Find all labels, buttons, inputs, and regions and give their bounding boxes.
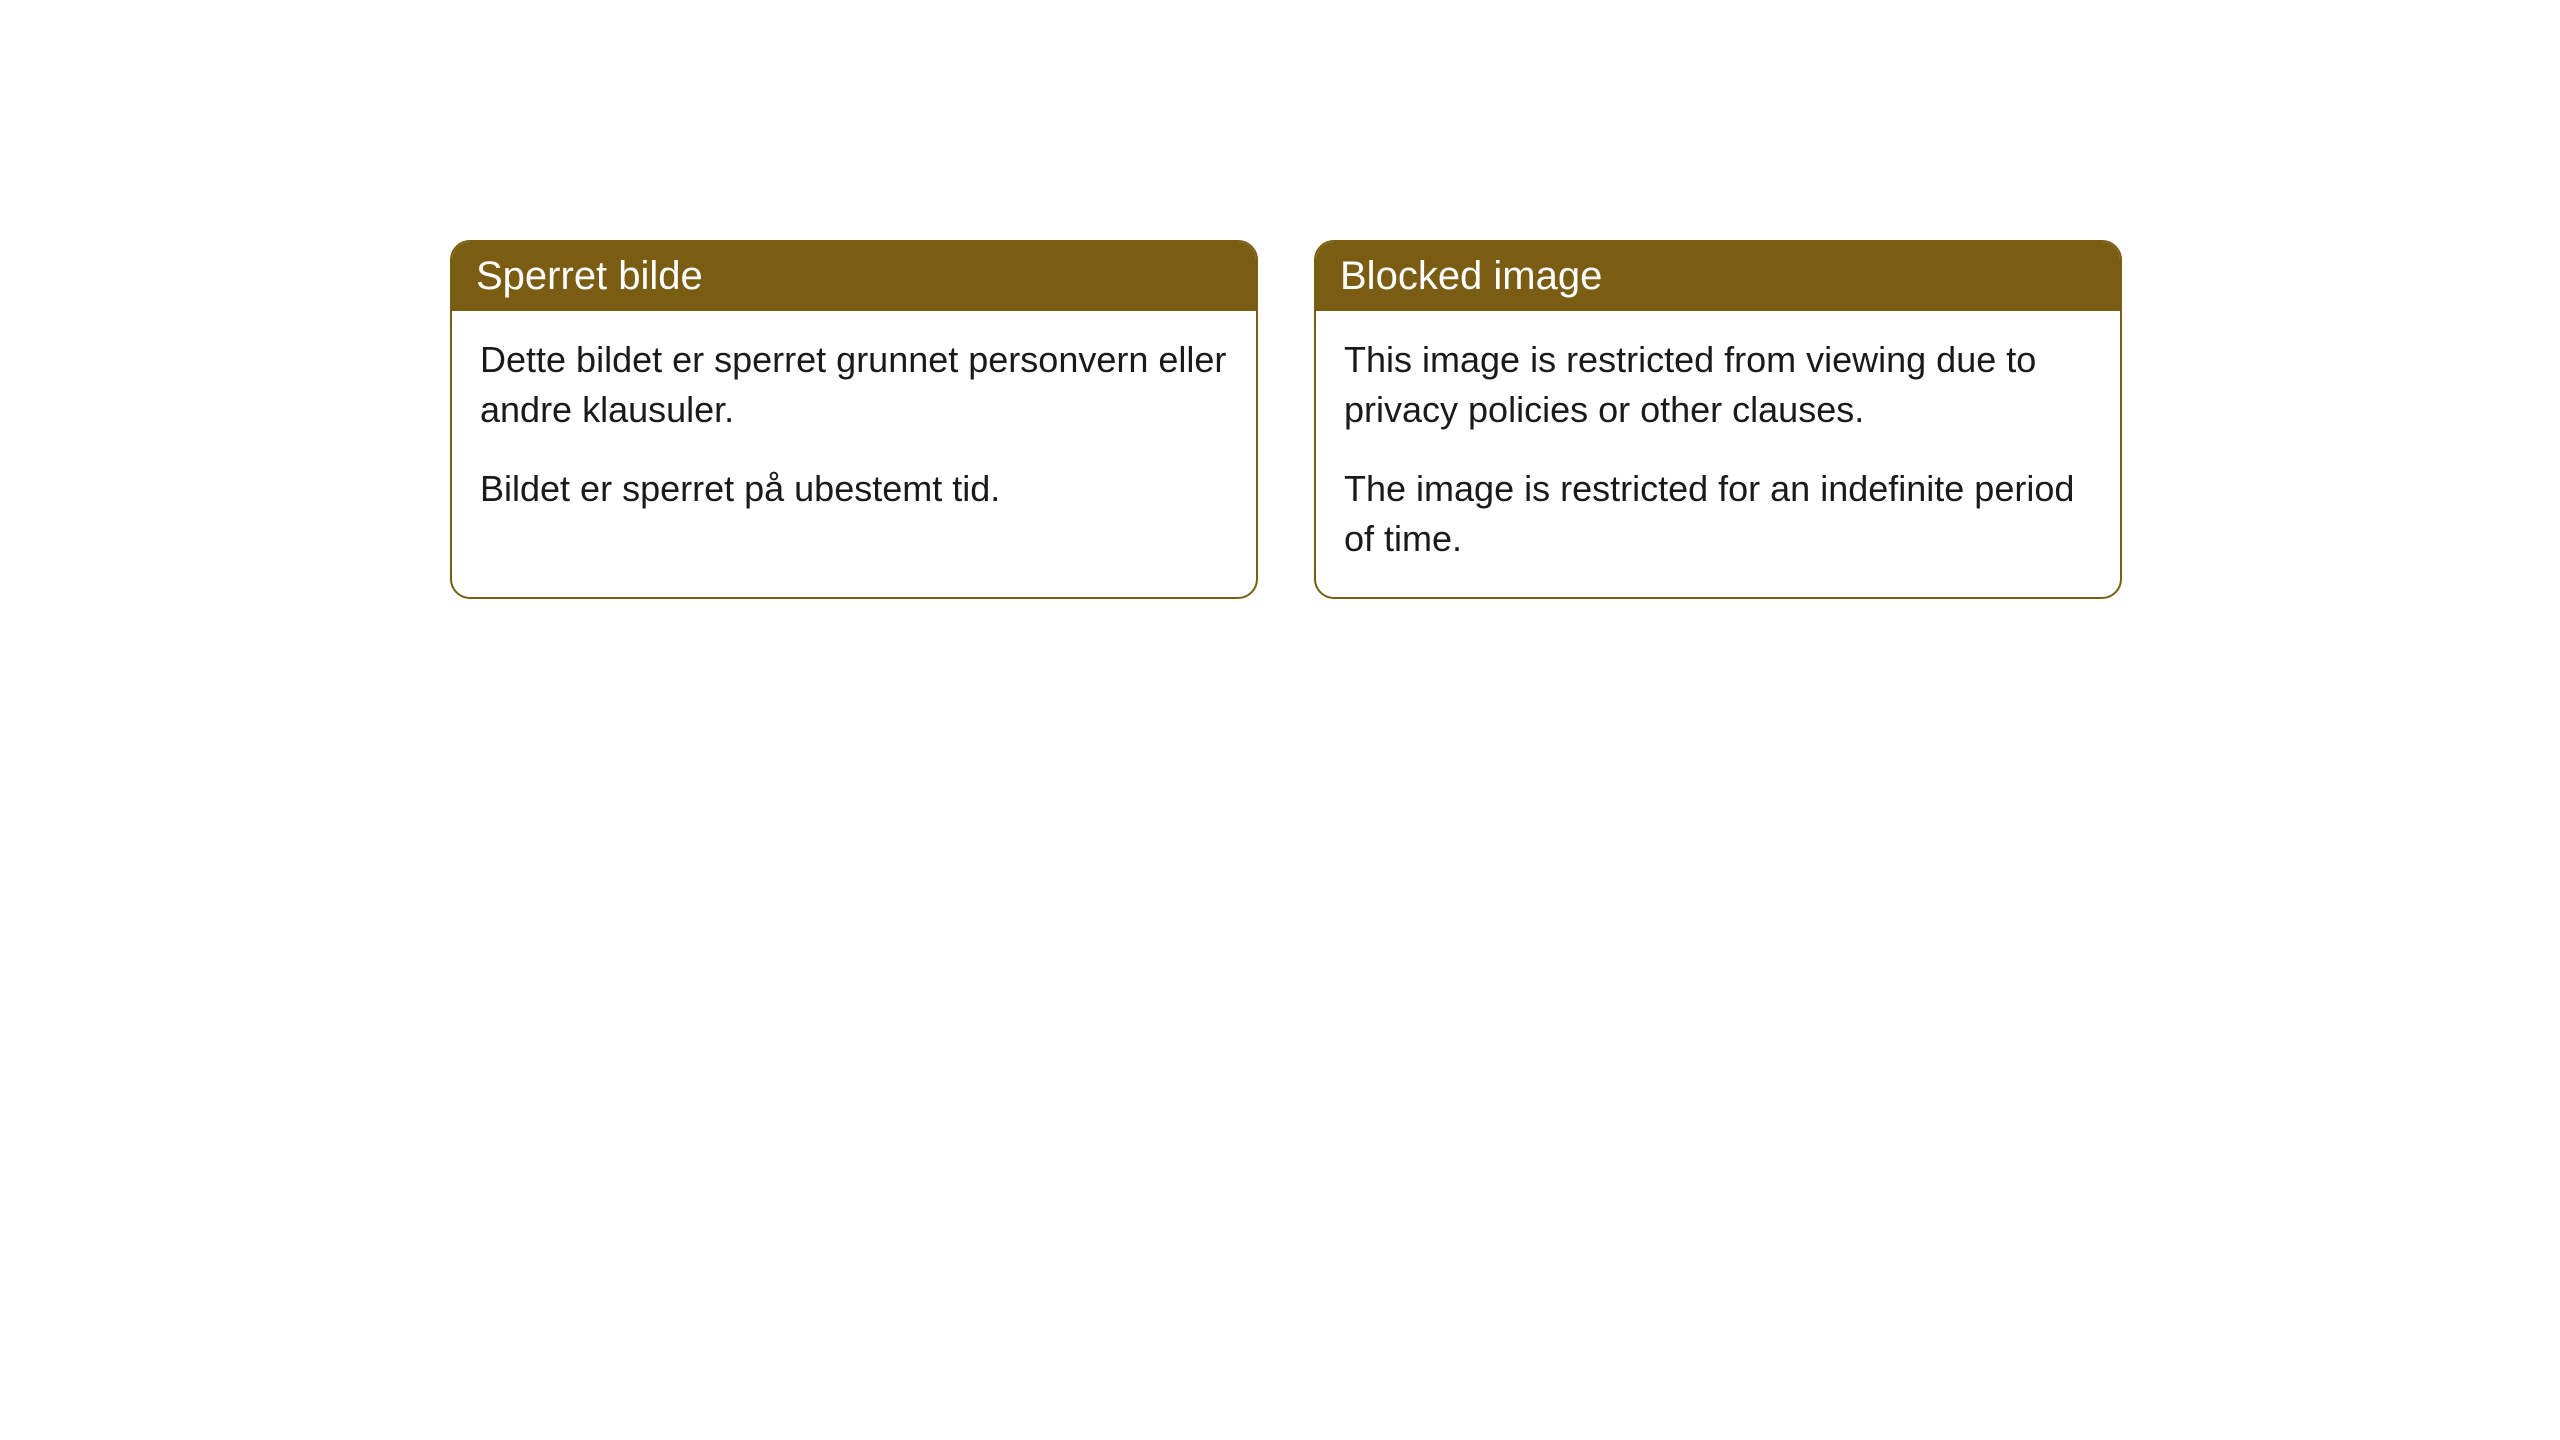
card-text-norwegian-2: Bildet er sperret på ubestemt tid. bbox=[480, 464, 1228, 514]
card-text-norwegian-1: Dette bildet er sperret grunnet personve… bbox=[480, 335, 1228, 436]
card-header-norwegian: Sperret bilde bbox=[452, 242, 1256, 311]
card-header-english: Blocked image bbox=[1316, 242, 2120, 311]
cards-container: Sperret bilde Dette bildet er sperret gr… bbox=[450, 240, 2122, 599]
blocked-image-card-english: Blocked image This image is restricted f… bbox=[1314, 240, 2122, 599]
card-text-english-2: The image is restricted for an indefinit… bbox=[1344, 464, 2092, 565]
card-text-english-1: This image is restricted from viewing du… bbox=[1344, 335, 2092, 436]
card-body-norwegian: Dette bildet er sperret grunnet personve… bbox=[452, 311, 1256, 546]
card-body-english: This image is restricted from viewing du… bbox=[1316, 311, 2120, 597]
blocked-image-card-norwegian: Sperret bilde Dette bildet er sperret gr… bbox=[450, 240, 1258, 599]
